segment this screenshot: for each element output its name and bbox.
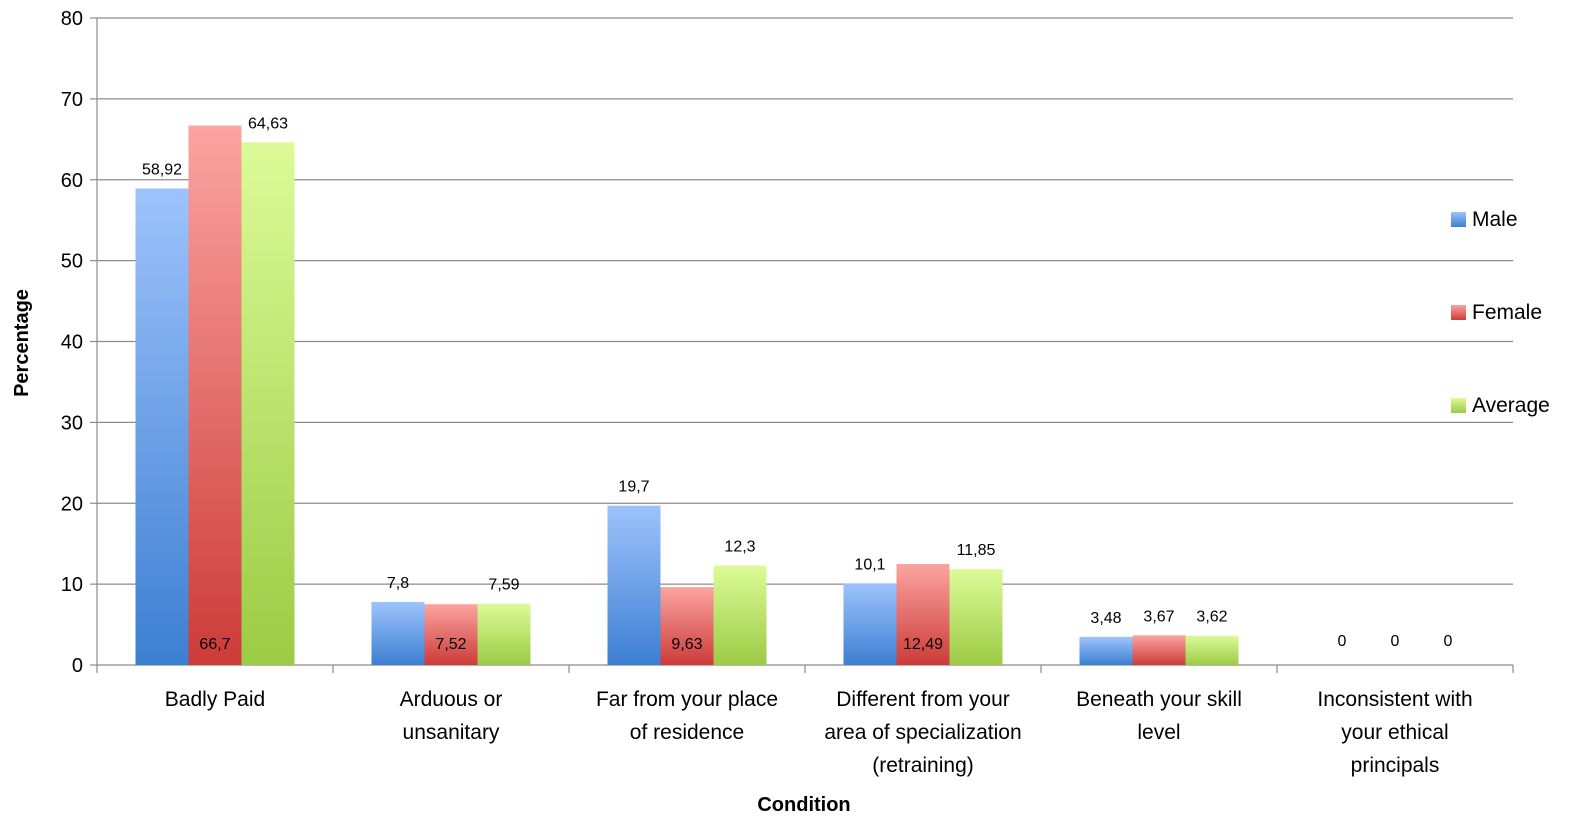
- y-tick-label: 80: [61, 8, 83, 30]
- data-label-female-3: 12,49: [903, 636, 943, 653]
- bar-male-1: [371, 601, 425, 665]
- bar-male-3: [843, 583, 897, 665]
- bar-average-0: [241, 142, 295, 665]
- y-tick-label: 20: [61, 493, 83, 515]
- data-label-female-2: 9,63: [671, 636, 702, 653]
- gridlines: [97, 17, 1513, 585]
- y-tick-label: 40: [61, 332, 83, 354]
- data-labels: 58,92 66,7 64,63 7,8 7,52 7,59 19,7 9,63 12,3 10,…: [142, 115, 1453, 653]
- data-label-average-4: 3,62: [1196, 609, 1227, 626]
- x-axis-title: Condition: [757, 794, 850, 816]
- bar-female-3: [896, 563, 950, 665]
- bars: [135, 125, 1239, 666]
- category-label: Far from your place of residence: [596, 688, 778, 744]
- data-label-average-2: 12,3: [724, 539, 755, 556]
- data-label-female-4: 3,67: [1143, 608, 1174, 625]
- legend-label: Female: [1472, 301, 1542, 324]
- axes: [90, 17, 1514, 673]
- bar-male-0: [135, 188, 189, 665]
- data-label-average-3: 11,85: [957, 542, 996, 559]
- legend: Male Female Average: [1451, 208, 1550, 417]
- y-tick-label: 10: [61, 574, 83, 596]
- category-labels: Badly Paid Arduous or unsanitary Far from y…: [165, 688, 1473, 777]
- bar-female-4: [1132, 635, 1186, 665]
- data-label-female-5: 0: [1391, 633, 1400, 650]
- bar-male-2: [607, 505, 661, 665]
- data-label-male-3: 10,1: [854, 556, 885, 573]
- y-tick-label: 70: [61, 89, 83, 111]
- category-label: Inconsistent with your ethical principals: [1317, 688, 1472, 777]
- legend-label: Average: [1472, 394, 1550, 417]
- bar-average-2: [713, 565, 767, 665]
- bar-average-3: [949, 569, 1003, 665]
- bar-average-4: [1185, 635, 1239, 665]
- bar-average-1: [477, 603, 531, 665]
- legend-item-male: Male: [1451, 208, 1518, 231]
- y-tick-label: 50: [61, 251, 83, 273]
- data-label-female-1: 7,52: [435, 636, 466, 653]
- data-label-male-2: 19,7: [618, 479, 649, 496]
- y-tick-label: 30: [61, 412, 83, 434]
- category-label: Arduous or unsanitary: [400, 688, 503, 744]
- bar-female-1: [424, 604, 478, 665]
- data-label-male-4: 3,48: [1090, 610, 1121, 627]
- category-label: Badly Paid: [165, 688, 265, 711]
- tick-labels: 0 10 20 30 40 50 60 70 80: [61, 8, 83, 677]
- data-label-male-1: 7,8: [387, 575, 409, 592]
- bar-female-2: [660, 587, 714, 665]
- y-tick-label: 0: [72, 655, 83, 677]
- bar-male-4: [1079, 636, 1133, 665]
- data-label-male-5: 0: [1338, 633, 1347, 650]
- data-label-average-1: 7,59: [488, 577, 519, 594]
- data-label-female-0: 66,7: [199, 636, 230, 653]
- legend-item-female: Female: [1451, 301, 1542, 324]
- data-label-average-0: 64,63: [248, 115, 288, 132]
- category-label: Beneath your skill level: [1076, 688, 1242, 744]
- bar-female-0: [188, 125, 242, 666]
- legend-swatch: [1451, 398, 1466, 413]
- y-tick-label: 60: [61, 170, 83, 192]
- y-axis-title: Percentage: [11, 289, 33, 397]
- category-label: Different from your area of specializatio…: [824, 688, 1021, 777]
- legend-label: Male: [1472, 208, 1518, 231]
- legend-item-average: Average: [1451, 394, 1550, 417]
- data-label-male-0: 58,92: [142, 161, 182, 178]
- legend-swatch: [1451, 305, 1466, 320]
- data-label-average-5: 0: [1444, 633, 1453, 650]
- legend-swatch: [1451, 212, 1466, 227]
